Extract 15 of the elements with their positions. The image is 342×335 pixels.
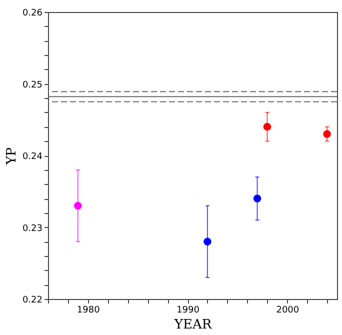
point [74, 202, 82, 210]
y-tick-label: 0.23 [22, 224, 42, 234]
y-tick-label: 0.26 [22, 8, 43, 18]
y-tick-label: 0.25 [22, 80, 42, 90]
point [263, 122, 272, 131]
point [204, 238, 212, 246]
y-tick-label: 0.22 [22, 296, 42, 306]
x-axis-title: YEAR [173, 318, 213, 332]
point [323, 130, 331, 138]
x-tick-label: 2000 [276, 306, 300, 316]
y-axis-title: YP [4, 147, 20, 166]
y-tick-label: 0.24 [22, 152, 43, 162]
x-tick-label: 1990 [176, 306, 200, 316]
x-tick-label: 1980 [76, 306, 100, 316]
point [253, 194, 262, 202]
